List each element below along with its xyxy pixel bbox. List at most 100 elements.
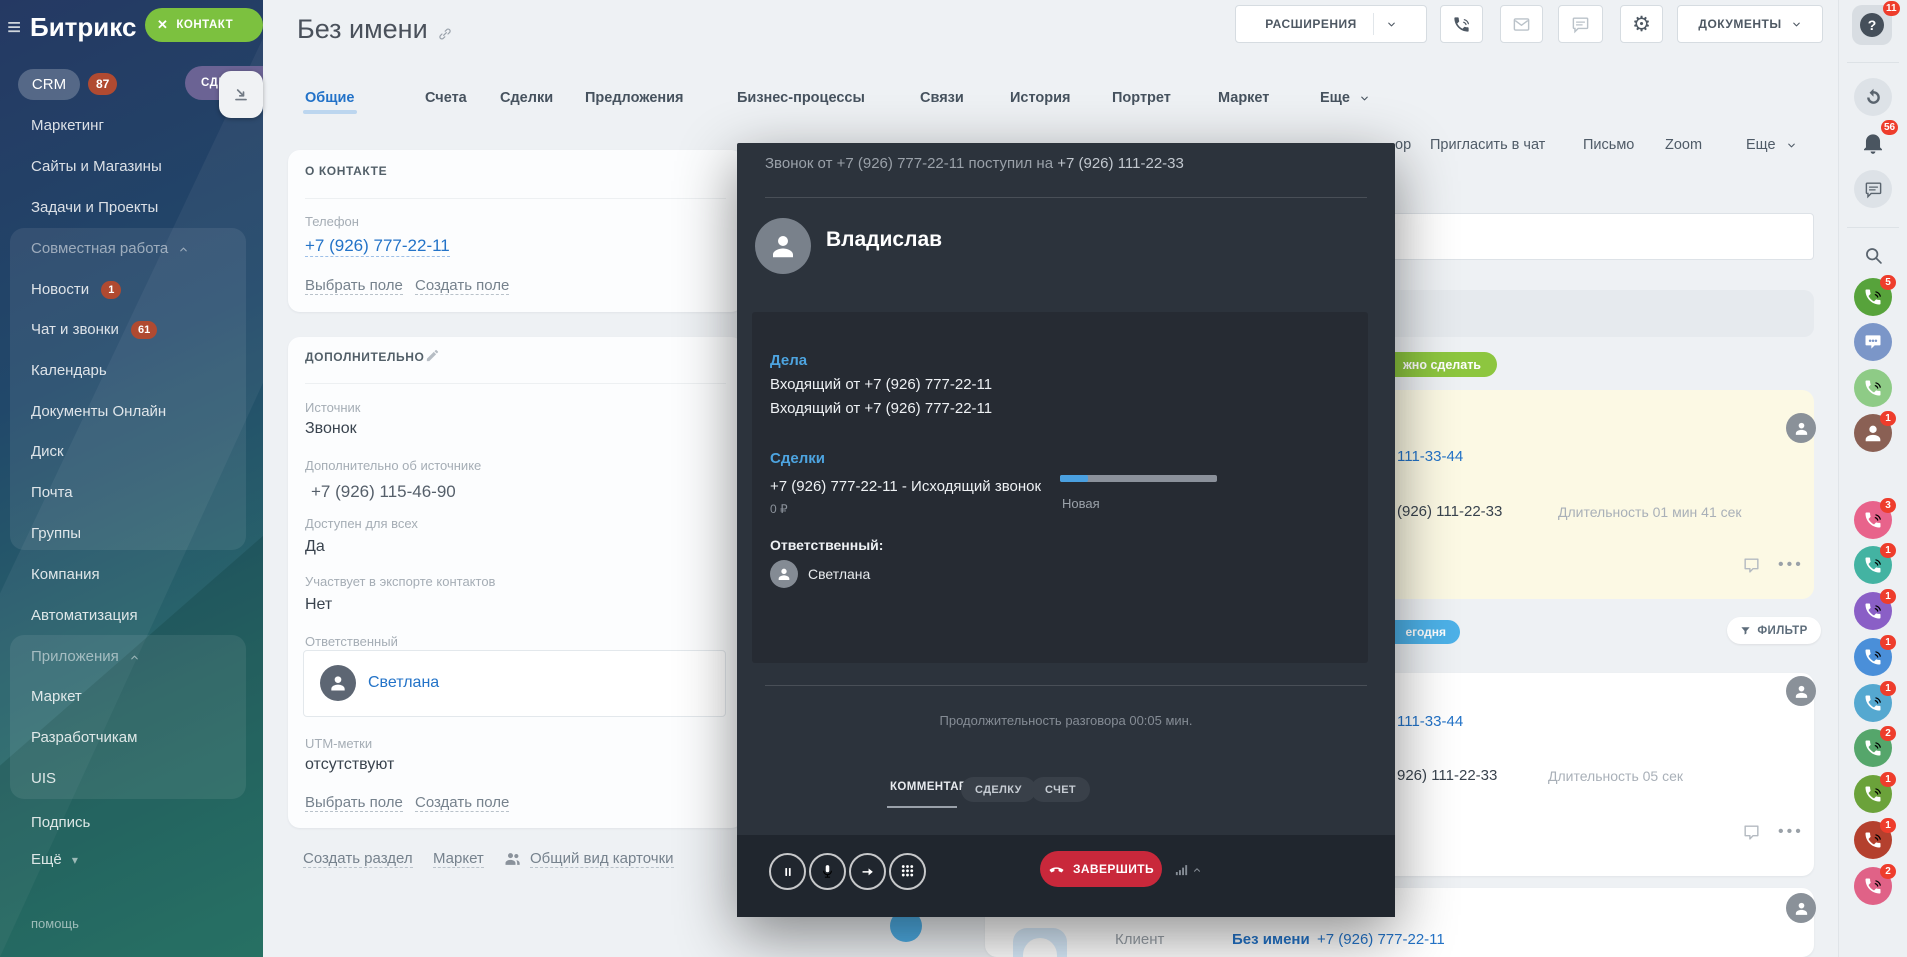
sidebar-item-company[interactable]: Компания: [31, 566, 100, 583]
create-field-link[interactable]: Создать поле: [415, 794, 510, 812]
chat-button[interactable]: [1558, 5, 1603, 43]
sidebar-item-mail[interactable]: Почта: [31, 484, 73, 501]
tab-scheta[interactable]: Счета: [425, 90, 467, 106]
timeline-entry-link[interactable]: 111-33-44: [1397, 448, 1464, 465]
sidebar-item-calendar[interactable]: Календарь: [31, 362, 107, 379]
sidebar-help-link[interactable]: помощь: [31, 916, 79, 931]
tab-svyazi[interactable]: Связи: [920, 90, 964, 106]
call-notification-red[interactable]: 1: [1854, 818, 1896, 859]
group-chat-notification[interactable]: [1854, 323, 1892, 361]
tab-sdelki[interactable]: Сделки: [500, 90, 554, 106]
more-options-icon[interactable]: •••: [1778, 556, 1804, 573]
user-notification[interactable]: 1: [1854, 411, 1896, 452]
market-link[interactable]: Маркет: [433, 850, 484, 868]
call-notification-olive[interactable]: 1: [1854, 772, 1896, 813]
sidebar-item-crm[interactable]: CRM: [18, 69, 80, 100]
slider-collapse-button[interactable]: [219, 71, 263, 118]
hold-button[interactable]: [769, 853, 806, 890]
sidebar-item-marketing[interactable]: Маркетинг: [31, 117, 104, 134]
app-logo[interactable]: Битрикс: [30, 12, 137, 42]
history-button[interactable]: [1854, 78, 1892, 116]
note-icon[interactable]: [1742, 556, 1761, 575]
sidebar-group-apps: [10, 635, 246, 799]
sidebar-item-chat-calls[interactable]: Чат и звонки 61: [31, 321, 158, 340]
client-phone-link[interactable]: +7 (926) 777-22-11: [1317, 931, 1445, 948]
sidebar-item-tasks[interactable]: Задачи и Проекты: [31, 199, 159, 216]
dialpad-button[interactable]: [889, 853, 926, 890]
timeline-action-fragment[interactable]: ор: [1395, 137, 1412, 153]
item-label: Ещё: [31, 851, 62, 868]
popup-tab-deal[interactable]: СДЕЛКУ: [961, 777, 1036, 802]
settings-button[interactable]: ⚙: [1620, 5, 1663, 43]
mute-button[interactable]: [809, 853, 846, 890]
select-field-link[interactable]: Выбрать поле: [305, 277, 403, 295]
sidebar-item-news[interactable]: Новости 1: [31, 281, 122, 300]
call-notification-green[interactable]: 5: [1854, 275, 1896, 316]
sidebar-item-more[interactable]: Ещё ▾: [31, 851, 78, 868]
call-notification-teal[interactable]: 1: [1854, 543, 1896, 584]
sidebar-item-automation[interactable]: Автоматизация: [31, 607, 138, 624]
call-quality-indicator[interactable]: [1174, 862, 1202, 877]
select-field-link[interactable]: Выбрать поле: [305, 794, 403, 812]
letter-action[interactable]: Письмо: [1583, 137, 1635, 153]
close-icon[interactable]: ✕: [157, 17, 169, 32]
end-call-button[interactable]: ЗАВЕРШИТЬ: [1040, 851, 1162, 887]
sidebar-item-sites[interactable]: Сайты и Магазины: [31, 158, 162, 175]
popup-tab-invoice[interactable]: СЧЕТ: [1031, 777, 1091, 802]
question-icon: ?: [1860, 13, 1884, 37]
call-notification-pink2[interactable]: 2: [1854, 864, 1896, 905]
responsible-user-link[interactable]: Светлана: [368, 674, 440, 691]
create-section-link[interactable]: Создать раздел: [303, 850, 413, 868]
call-notification-lightblue[interactable]: 1: [1854, 681, 1896, 722]
transfer-button[interactable]: [849, 853, 886, 890]
contact-slider-chip[interactable]: ✕ КОНТАКТ: [145, 8, 263, 42]
search-button[interactable]: [1854, 236, 1892, 274]
sidebar-item-market[interactable]: Маркет: [31, 688, 82, 705]
create-field-link[interactable]: Создать поле: [415, 277, 510, 295]
mail-button[interactable]: [1500, 5, 1543, 43]
documents-button[interactable]: ДОКУМЕНТЫ: [1677, 5, 1823, 43]
sidebar-item-uis[interactable]: UIS: [31, 770, 57, 787]
card-view-link[interactable]: Общий вид карточки: [530, 850, 674, 868]
popup-tab-comment[interactable]: КОММЕНТАРИЙ: [890, 781, 985, 793]
sidebar-item-groups[interactable]: Группы: [31, 525, 81, 542]
contact-phone-link[interactable]: +7 (926) 777-22-11: [305, 236, 450, 257]
call-notification-pink[interactable]: 3: [1854, 498, 1896, 539]
tab-istoriya[interactable]: История: [1010, 90, 1071, 106]
responsible-box[interactable]: Светлана: [303, 650, 726, 717]
activity-item[interactable]: Входящий от +7 (926) 777-22-11: [770, 400, 993, 417]
invite-to-chat-action[interactable]: Пригласить в чат: [1430, 137, 1546, 153]
sidebar-item-docs-online[interactable]: Документы Онлайн: [31, 403, 167, 420]
more-action[interactable]: Еще: [1746, 137, 1797, 153]
tab-eshche[interactable]: Еще: [1320, 90, 1370, 106]
call-button[interactable]: [1440, 5, 1483, 43]
call-notification-blue[interactable]: 1: [1854, 635, 1896, 676]
more-options-icon[interactable]: •••: [1778, 823, 1804, 840]
timeline-entry-link[interactable]: 111-33-44: [1397, 713, 1464, 730]
pencil-icon[interactable]: [425, 348, 440, 363]
client-name-link[interactable]: Без имени: [1232, 931, 1310, 948]
call-notification-purple[interactable]: 1: [1854, 589, 1896, 630]
sidebar-item-developers[interactable]: Разработчикам: [31, 729, 138, 746]
call-notification-lightgreen[interactable]: [1854, 369, 1892, 407]
hamburger-menu-icon[interactable]: ≡: [7, 14, 22, 41]
sidebar-section-collaboration[interactable]: Совместная работа: [31, 240, 189, 257]
messenger-button[interactable]: [1854, 170, 1892, 208]
tab-predlozheniya[interactable]: Предложения: [585, 90, 684, 106]
extensions-button[interactable]: РАСШИРЕНИЯ: [1235, 5, 1427, 43]
tab-biznes-processy[interactable]: Бизнес-процессы: [737, 90, 865, 106]
activity-item[interactable]: Входящий от +7 (926) 777-22-11: [770, 376, 993, 393]
zoom-action[interactable]: Zoom: [1665, 137, 1703, 153]
tab-market[interactable]: Маркет: [1218, 90, 1270, 106]
call-notification-green2[interactable]: 2: [1854, 726, 1896, 767]
note-icon[interactable]: [1742, 823, 1761, 842]
deal-name[interactable]: +7 (926) 777-22-11 - Исходящий звонок: [770, 478, 1042, 495]
copy-link-icon[interactable]: [437, 26, 453, 42]
tab-obshchie[interactable]: Общие: [305, 90, 355, 106]
tab-portret[interactable]: Портрет: [1112, 90, 1171, 106]
sidebar-item-signature[interactable]: Подпись: [31, 814, 91, 831]
timeline-entry-number: (926) 111-22-33: [1397, 503, 1503, 520]
filter-button[interactable]: ФИЛЬТР: [1727, 617, 1821, 644]
sidebar-item-disk[interactable]: Диск: [31, 443, 64, 460]
sidebar-section-apps[interactable]: Приложения: [31, 648, 140, 665]
